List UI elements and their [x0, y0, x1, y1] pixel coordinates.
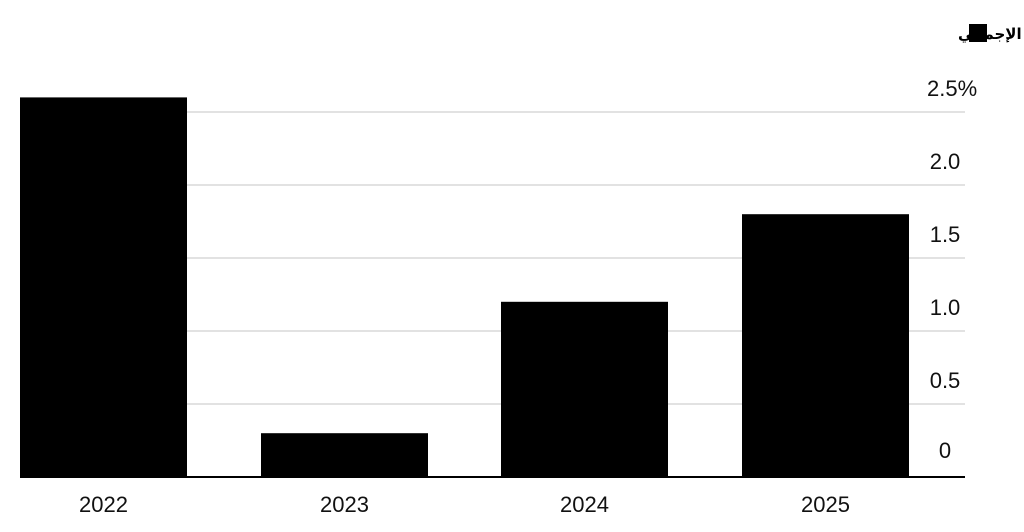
bar-2024	[501, 301, 668, 477]
legend-label: الناتج المحلي الإجمالي	[958, 26, 1024, 43]
y-axis-ticks: 0 0.5 1.0 1.5 2.0 2.5%	[927, 76, 977, 463]
x-tick-label: 2025	[801, 492, 850, 517]
y-tick-label: 1.5	[930, 222, 961, 247]
bars-group	[20, 97, 909, 478]
x-tick-label: 2023	[320, 492, 369, 517]
y-tick-label: 2.0	[930, 149, 961, 174]
bar-2022	[20, 97, 187, 478]
y-tick-label: 0.5	[930, 368, 961, 393]
bar-2023	[261, 433, 428, 477]
bar-2025	[742, 214, 909, 477]
y-tick-label: 2.5%	[927, 76, 977, 101]
legend-swatch	[969, 24, 987, 42]
x-axis-ticks: 2022 2023 2024 2025	[79, 492, 850, 517]
y-tick-label: 0	[939, 438, 951, 463]
x-tick-label: 2022	[79, 492, 128, 517]
x-tick-label: 2024	[560, 492, 609, 517]
legend: الناتج المحلي الإجمالي	[958, 24, 1024, 43]
y-tick-label: 1.0	[930, 295, 961, 320]
